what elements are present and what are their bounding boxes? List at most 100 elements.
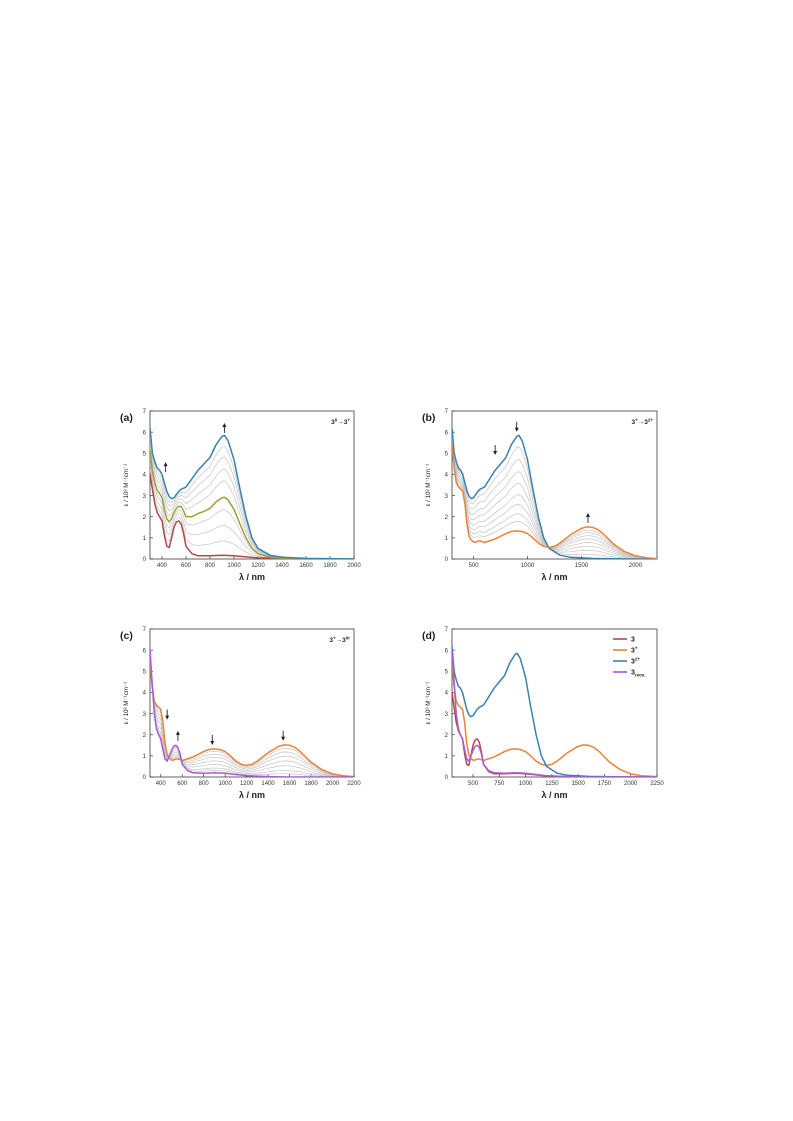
x-tick-label: 1600 (299, 563, 313, 569)
intermediate-spectrum (150, 658, 354, 777)
y-tick-label: 4 (143, 691, 147, 697)
intermediate-spectrum (150, 654, 354, 777)
legend-item: 3reox. (613, 670, 646, 678)
panel-label: (c) (120, 630, 133, 642)
y-tick-label: 6 (445, 430, 449, 436)
y-tick-label: 0 (143, 775, 147, 781)
x-tick-label: 400 (157, 563, 168, 569)
x-tick-label: 500 (468, 781, 479, 787)
y-tick-label: 7 (445, 627, 449, 633)
x-axis-label: λ / nm (541, 790, 567, 800)
intermediate-spectrum (150, 656, 354, 777)
series-line-start (150, 662, 354, 777)
y-tick-label: 4 (143, 473, 147, 479)
intermediate-spectrum (150, 456, 354, 559)
y-tick-label: 1 (445, 536, 449, 542)
x-tick-label: 1800 (323, 563, 337, 569)
x-tick-label: 1200 (251, 563, 265, 569)
x-tick-label: 600 (181, 563, 192, 569)
y-tick-label: 7 (143, 627, 147, 633)
y-tick-label: 4 (445, 691, 449, 697)
x-tick-label: 600 (177, 781, 188, 787)
arrow-down-icon (165, 709, 170, 720)
intermediate-spectrum (150, 659, 354, 777)
x-tick-label: 1500 (571, 781, 585, 787)
x-tick-label: 1000 (218, 781, 232, 787)
x-tick-label: 1800 (304, 781, 318, 787)
series-line-intermediate (150, 451, 354, 559)
panel-label: (b) (422, 412, 435, 424)
x-tick-label: 500 (469, 563, 480, 569)
series-line-cation (452, 662, 657, 777)
x-tick-label: 2000 (326, 781, 340, 787)
y-tick-label: 1 (143, 754, 147, 760)
arrow-down-icon (514, 421, 519, 432)
x-axis-label: λ / nm (541, 572, 567, 582)
legend-label: 32+ (631, 657, 640, 666)
intermediate-spectrum (452, 441, 657, 559)
x-tick-label: 2000 (347, 563, 361, 569)
x-tick-label: 400 (156, 781, 167, 787)
x-tick-label: 2000 (629, 563, 643, 569)
x-tick-label: 1750 (598, 781, 612, 787)
arrow-up-icon (222, 422, 227, 433)
y-tick-label: 6 (143, 430, 147, 436)
transition-annotation: 3+→30r (329, 636, 350, 645)
legend-label: 3+ (631, 646, 638, 655)
legend-item: 3 (613, 637, 635, 644)
x-axis-label: λ / nm (239, 572, 265, 582)
y-tick-label: 5 (143, 451, 147, 457)
panel-c: 0 1 2 3 4 5 6 7 400 600 800 1000 1200 1400 1600 1800 200… (120, 627, 361, 800)
y-tick-label: 0 (143, 557, 147, 563)
x-tick-label: 800 (205, 563, 216, 569)
legend-label: 3reox. (631, 670, 646, 678)
y-tick-label: 3 (143, 494, 147, 500)
y-tick-label: 3 (445, 712, 449, 718)
y-tick-label: 3 (143, 712, 147, 718)
curves (150, 650, 354, 777)
x-tick-label: 1200 (240, 781, 254, 787)
y-tick-label: 3 (445, 494, 449, 500)
y-tick-label: 2 (445, 733, 449, 739)
intermediate-spectrum (452, 440, 657, 559)
y-axis-label: ε / 10³ M⁻¹cm⁻¹ (425, 682, 432, 725)
x-tick-label: 1400 (261, 781, 275, 787)
arrow-down-icon (281, 730, 286, 741)
x-tick-label: 750 (494, 781, 505, 787)
series-line-end (452, 444, 657, 559)
y-axis-label: ε / 10³ M⁻¹cm⁻¹ (425, 464, 432, 507)
x-tick-label: 1500 (575, 563, 589, 569)
y-tick-label: 0 (445, 775, 449, 781)
x-tick-label: 1600 (283, 781, 297, 787)
transition-annotation: 3+→32+ (631, 418, 653, 427)
intermediate-spectrum (150, 652, 354, 777)
plot-frame (149, 628, 355, 778)
arrow-up-icon (585, 512, 590, 523)
x-tick-label: 1000 (227, 563, 241, 569)
x-tick-label: 2000 (624, 781, 638, 787)
x-tick-label: 1400 (275, 563, 289, 569)
y-tick-label: 6 (445, 648, 449, 654)
y-tick-label: 4 (445, 473, 449, 479)
panel-label: (a) (120, 412, 133, 424)
y-axis-label: ε / 10³ M⁻¹cm⁻¹ (123, 682, 130, 725)
legend-label: 3 (631, 637, 635, 644)
y-tick-label: 5 (445, 451, 449, 457)
series-line-dication (452, 645, 657, 777)
intermediate-spectrum (452, 434, 657, 559)
intermediate-spectrum (150, 436, 354, 559)
series-line-reox (452, 650, 657, 777)
panel-a: 0 1 2 3 4 5 6 7 400 600 800 1000 1200 1400 1600 1800 200… (120, 409, 361, 582)
y-tick-label: 7 (143, 409, 147, 415)
panel-b: 0 1 2 3 4 5 6 7 500 1000 1500 2000 λ / nm ε / 10³ M⁻¹… (422, 409, 658, 582)
y-tick-label: 1 (445, 754, 449, 760)
y-tick-label: 5 (445, 669, 449, 675)
curves (150, 427, 354, 559)
y-tick-label: 2 (143, 515, 147, 521)
plot-frame (149, 410, 355, 560)
intermediate-spectrum (452, 432, 657, 559)
y-tick-label: 0 (445, 557, 449, 563)
series-line-start (452, 427, 657, 559)
arrow-down-icon (210, 734, 215, 745)
